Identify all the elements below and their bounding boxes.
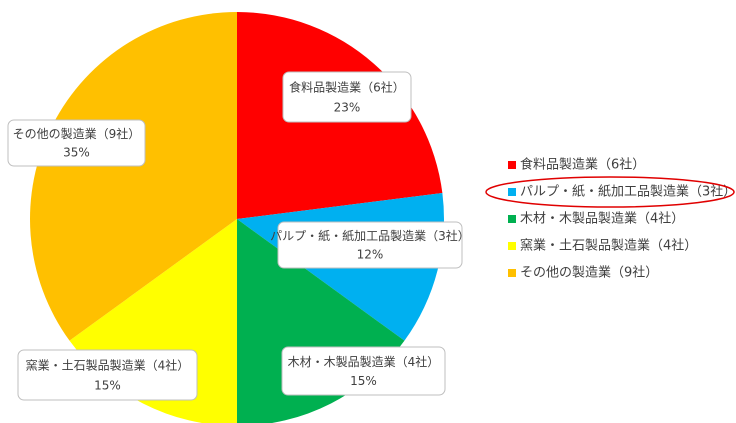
legend-label: 窯業・土石製品製造業（4社） [520, 238, 697, 254]
label-box [17, 349, 198, 401]
label-box [281, 346, 446, 396]
data-label-name: 食料品製造業（6社） [289, 80, 405, 95]
data-label-value: 15% [350, 374, 377, 388]
legend-swatch [508, 269, 516, 277]
legend-swatch [508, 188, 516, 196]
label-box [7, 119, 146, 167]
legend-swatch [508, 242, 516, 250]
data-label-name: パルプ・紙・紙加工品製造業（3社） [270, 228, 470, 243]
legend-swatch [508, 161, 516, 169]
label-box [277, 221, 463, 269]
pie-slice [30, 12, 237, 341]
data-label-value: 15% [94, 379, 121, 393]
data-label-value: 12% [357, 248, 384, 262]
data-label-value: 23% [334, 101, 361, 115]
data-label-name: 木材・木製品製造業（4社） [288, 354, 440, 369]
label-box [282, 71, 412, 123]
highlight-ellipse [485, 176, 735, 208]
legend-label: その他の製造業（9社） [520, 265, 658, 281]
data-label-value: 35% [63, 146, 90, 160]
data-label-name: 窯業・土石製品製造業（4社） [26, 358, 190, 373]
legend-label: パルプ・紙・紙加工品製造業（3社） [520, 184, 736, 200]
legend-label: 木材・木製品製造業（4社） [520, 211, 684, 227]
legend-swatch [508, 215, 516, 223]
data-label-name: その他の製造業（9社） [13, 126, 141, 141]
legend-label: 食料品製造業（6社） [520, 157, 645, 173]
